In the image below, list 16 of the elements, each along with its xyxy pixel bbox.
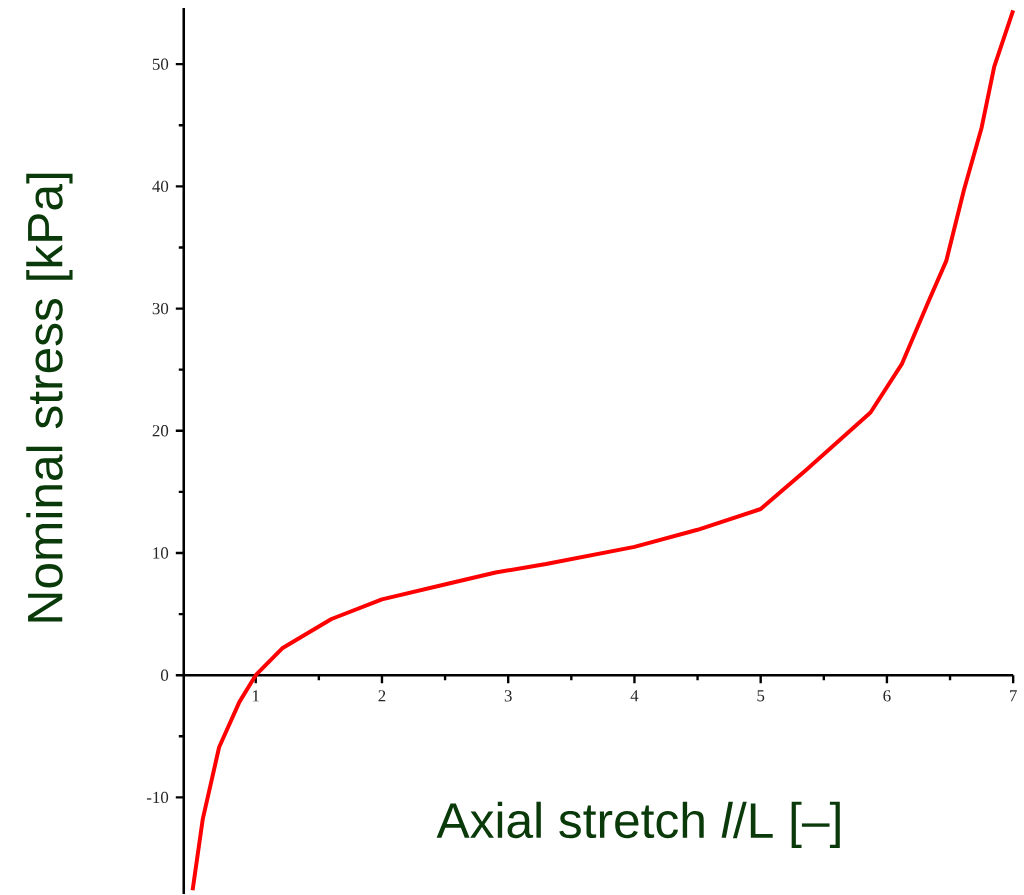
y-tick-label: 30	[152, 302, 169, 315]
y-tick-label: 20	[152, 424, 169, 437]
y-tick-label: 40	[152, 180, 169, 192]
x-tick-label: 6	[883, 690, 891, 702]
x-tick-label: 1	[253, 690, 259, 702]
y-tick-label: 0	[161, 669, 169, 681]
x-tick-label: 2	[378, 690, 386, 702]
x-tick-label: 7	[1010, 690, 1017, 702]
x-axis-title: Axial stretch l/L [–]	[436, 801, 840, 848]
x-tick-label: 5	[757, 690, 765, 702]
x-tick-label: 3	[504, 690, 512, 702]
y-tick-label: 10	[153, 547, 169, 559]
x-tick-label: 4	[630, 690, 639, 702]
y-tick-label: 50	[152, 58, 169, 70]
y-axis-title: Nominal stress [kPa]	[26, 173, 73, 622]
y-tick-label: -10	[146, 791, 169, 803]
